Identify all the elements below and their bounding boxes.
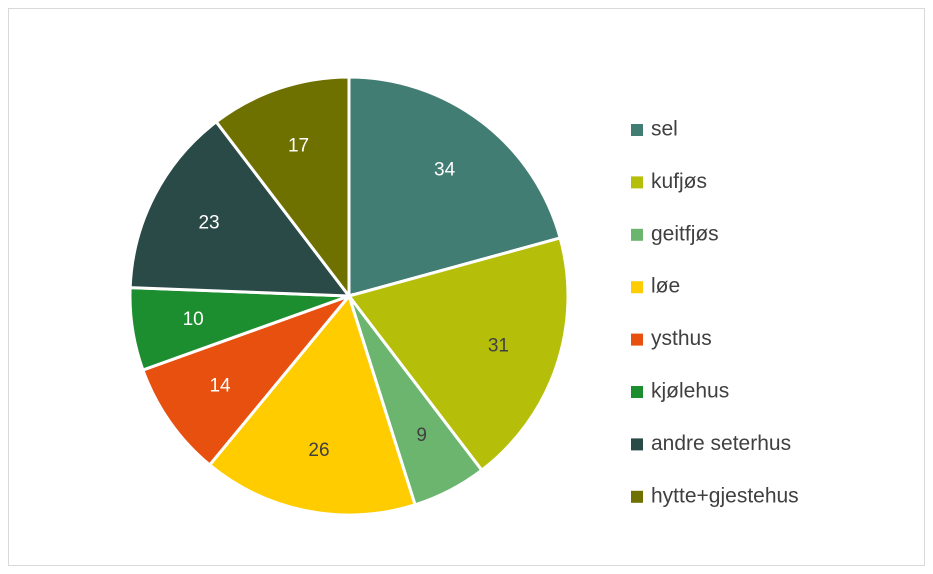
data-label: 9: [416, 425, 427, 446]
pie-slice: [346, 236, 570, 473]
legend-label: sel: [651, 118, 678, 141]
legend-swatch: [631, 176, 643, 189]
legend-swatch: [631, 386, 643, 398]
pie-slice: [214, 75, 351, 301]
legend-label: kufjøs: [651, 170, 707, 193]
data-label: 23: [198, 212, 219, 233]
legend-swatch: [631, 333, 643, 346]
legend-label: ysthus: [651, 327, 712, 350]
data-label: 26: [308, 440, 329, 461]
legend-label: andre seterhus: [651, 432, 791, 455]
data-label: 34: [434, 160, 456, 181]
data-label: 31: [488, 335, 509, 356]
pie-slice: [140, 292, 354, 468]
data-label: 17: [288, 136, 309, 157]
legend-label: hytte+gjestehus: [651, 484, 799, 507]
legend-swatch: [631, 124, 643, 136]
legend-swatch: [631, 438, 643, 451]
legend-swatch: [631, 228, 643, 241]
pie-slice: [207, 292, 417, 517]
pie-slice: [128, 119, 353, 298]
legend-swatch: [631, 490, 643, 503]
pie-slice: [347, 75, 563, 298]
legend-label: løe: [651, 275, 680, 298]
legend-swatch: [631, 281, 643, 294]
data-label: 10: [183, 309, 204, 330]
legend-label: kjølehus: [651, 380, 729, 403]
legend-label: geitfjøs: [651, 222, 719, 245]
data-label: 14: [209, 376, 231, 397]
